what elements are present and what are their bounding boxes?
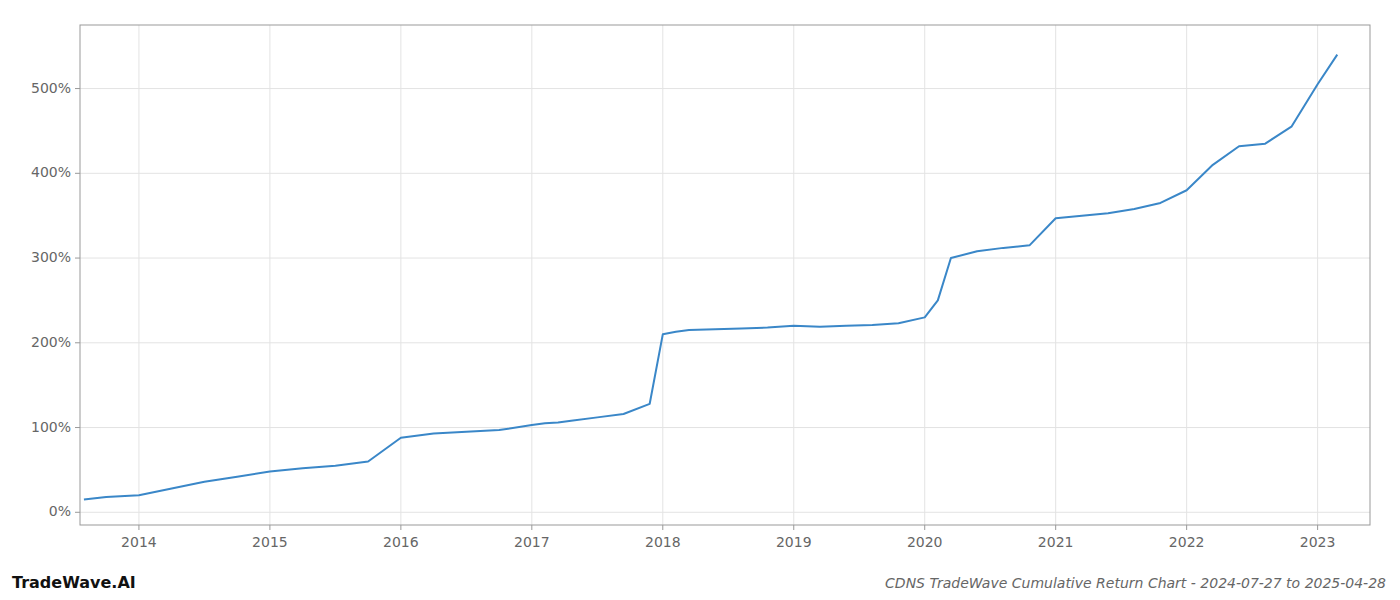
x-tick-label: 2021 (1038, 534, 1074, 550)
x-tick-label: 2014 (121, 534, 157, 550)
y-tick-label: 100% (31, 419, 71, 435)
watermark: TradeWave.AI (12, 573, 136, 592)
x-tick (924, 525, 925, 530)
x-grid-line (924, 25, 925, 525)
y-axis: 0% 100% 200% 300% 400% 500% (31, 80, 80, 520)
y-tick-label: 300% (31, 249, 71, 265)
x-tick (1186, 525, 1187, 530)
x-grid-line (1055, 25, 1056, 525)
y-grid-line (80, 173, 1370, 174)
x-grid-line (400, 25, 401, 525)
y-tick (75, 427, 80, 428)
y-grid-line (80, 512, 1370, 513)
background (0, 0, 1400, 600)
x-tick (531, 525, 532, 530)
x-tick (793, 525, 794, 530)
x-axis: 2014 2015 2016 2017 2018 2019 2020 2021 2022 2023 (121, 525, 1335, 550)
y-grid-line (80, 258, 1370, 259)
x-grid-line (662, 25, 663, 525)
y-tick-label: 0% (49, 503, 71, 519)
y-tick (75, 258, 80, 259)
x-tick (400, 525, 401, 530)
y-grid-line (80, 88, 1370, 89)
x-tick-label: 2018 (645, 534, 681, 550)
x-tick-label: 2016 (383, 534, 419, 550)
x-tick-label: 2015 (252, 534, 288, 550)
x-tick-label: 2020 (907, 534, 943, 550)
x-grid-line (1317, 25, 1318, 525)
y-tick-label: 500% (31, 80, 71, 96)
y-tick (75, 342, 80, 343)
chart: 0%100%200%300%400%500%201420152016201720… (0, 0, 1400, 600)
x-tick-label: 2017 (514, 534, 550, 550)
y-tick (75, 512, 80, 513)
x-grid-line (531, 25, 532, 525)
y-grid-line (80, 427, 1370, 428)
x-grid-line (138, 25, 139, 525)
x-tick (269, 525, 270, 530)
title: CDNS TradeWave Cumulative Return Chart -… (885, 575, 1386, 591)
x-grid-line (793, 25, 794, 525)
x-grid-line (269, 25, 270, 525)
x-tick (1317, 525, 1318, 530)
y-tick (75, 173, 80, 174)
x-grid-line (1186, 25, 1187, 525)
x-tick-label: 2022 (1169, 534, 1205, 550)
line (84, 55, 1337, 500)
series-group (84, 55, 1337, 500)
y-grid-line (80, 342, 1370, 343)
x-tick-label: 2023 (1300, 534, 1336, 550)
y-tick-label: 400% (31, 164, 71, 180)
plot-frame (80, 25, 1370, 525)
grid (80, 25, 1370, 525)
x-tick (662, 525, 663, 530)
x-tick-label: 2019 (776, 534, 812, 550)
x-tick (1055, 525, 1056, 530)
y-tick-label: 200% (31, 334, 71, 350)
x-tick (138, 525, 139, 530)
y-tick (75, 88, 80, 89)
